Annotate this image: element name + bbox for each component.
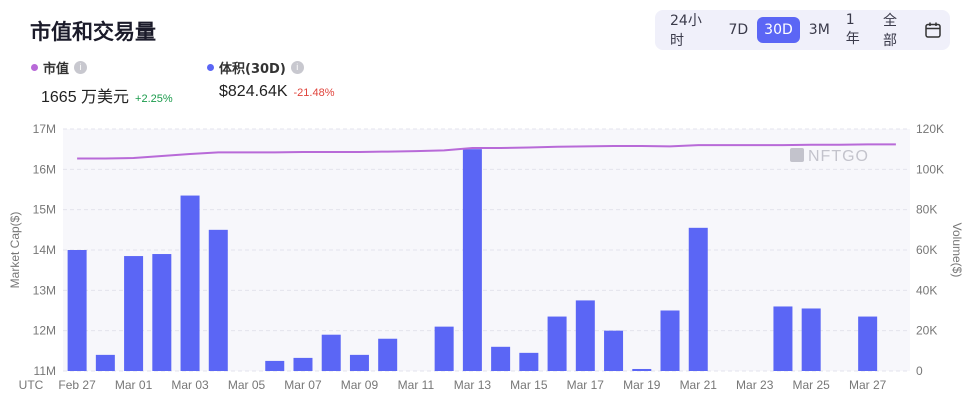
market-cap-value: 1665 万美元: [41, 89, 130, 106]
volume-bar[interactable]: [434, 326, 454, 371]
right-axis-tick-label: 100K: [916, 162, 944, 176]
volume-bar[interactable]: [378, 338, 398, 371]
volume-bar[interactable]: [67, 250, 87, 371]
info-icon[interactable]: i: [290, 61, 304, 74]
x-axis-tick-label: Mar 01: [115, 378, 153, 392]
volume-bar[interactable]: [604, 330, 624, 371]
x-axis-tick-label: Feb 27: [58, 378, 96, 392]
volume-dot-icon: [207, 64, 214, 71]
right-axis-tick-label: 0: [916, 364, 923, 378]
x-axis-tick-label: Mar 15: [510, 378, 548, 392]
nftgo-logo-icon: [790, 148, 804, 162]
volume-legend-label: 体积(30D): [219, 62, 286, 77]
volume-bar[interactable]: [801, 308, 821, 371]
right-axis-label: Volume($): [950, 223, 964, 278]
time-range-selector: 24小时 7D 30D 3M 1年 全部: [655, 10, 950, 50]
volume-bar[interactable]: [293, 357, 313, 371]
legend-market-cap[interactable]: 市值 i 1665 万美元 +2.25%: [31, 58, 173, 107]
market-cap-change: +2.25%: [135, 93, 173, 105]
volume-bar[interactable]: [519, 352, 539, 371]
right-axis-tick-label: 40K: [916, 283, 937, 297]
volume-value: $824.64K: [219, 83, 288, 100]
left-axis-tick-label: 13M: [33, 283, 56, 297]
x-axis-tick-label: Mar 27: [849, 378, 887, 392]
volume-bar[interactable]: [632, 368, 652, 371]
range-24h-button[interactable]: 24小时: [670, 13, 702, 49]
volume-bar[interactable]: [858, 316, 878, 371]
left-axis-tick-label: 17M: [33, 122, 56, 136]
volume-bar[interactable]: [152, 254, 172, 371]
left-axis-label: Market Cap($): [8, 212, 22, 289]
volume-bar[interactable]: [95, 354, 115, 371]
volume-bar[interactable]: [180, 195, 200, 371]
volume-change: -21.48%: [293, 87, 335, 99]
volume-bar[interactable]: [265, 360, 285, 371]
right-axis-tick-label: 80K: [916, 203, 937, 217]
volume-bar[interactable]: [660, 310, 680, 372]
left-axis-tick-label: 11M: [34, 364, 56, 378]
range-3m-button[interactable]: 3M: [808, 22, 830, 38]
calendar-icon[interactable]: [924, 21, 942, 39]
volume-bar[interactable]: [462, 149, 482, 371]
range-all-button[interactable]: 全部: [883, 13, 898, 49]
chart-title: 市值和交易量: [30, 20, 156, 44]
volume-bar[interactable]: [773, 306, 793, 371]
nftgo-watermark: NFTGO: [790, 148, 869, 165]
x-axis-timezone-label: UTC: [19, 378, 44, 392]
right-axis-tick-label: 20K: [916, 324, 937, 338]
x-axis-tick-label: Mar 25: [793, 378, 831, 392]
x-axis-tick-label: Mar 07: [284, 378, 322, 392]
watermark-text: NFTGO: [808, 148, 869, 165]
right-axis-tick-label: 120K: [916, 122, 944, 136]
left-axis-tick-label: 12M: [33, 324, 56, 338]
left-axis-tick-label: 16M: [33, 162, 56, 176]
volume-bar[interactable]: [491, 346, 511, 371]
x-axis-tick-label: Mar 05: [228, 378, 266, 392]
right-axis-tick-label: 60K: [916, 243, 937, 257]
left-axis-tick-label: 14M: [33, 243, 56, 257]
x-axis-tick-label: Mar 11: [398, 378, 435, 392]
x-axis-tick-label: Mar 13: [454, 378, 492, 392]
volume-bar[interactable]: [575, 300, 595, 371]
left-axis-tick-label: 15M: [33, 203, 56, 217]
volume-bar[interactable]: [349, 354, 369, 371]
range-1y-button[interactable]: 1年: [845, 12, 860, 47]
market-cap-dot-icon: [31, 64, 38, 71]
volume-bar[interactable]: [547, 316, 567, 371]
x-axis-tick-label: Mar 03: [171, 378, 209, 392]
x-axis-tick-label: Mar 17: [567, 378, 605, 392]
x-axis-tick-label: Mar 19: [623, 378, 661, 392]
volume-bar[interactable]: [688, 227, 708, 371]
x-axis-tick-label: Mar 09: [341, 378, 379, 392]
x-axis-tick-label: Mar 23: [736, 378, 774, 392]
info-icon[interactable]: i: [74, 61, 88, 74]
volume-bar[interactable]: [321, 334, 341, 371]
legend-volume[interactable]: 体积(30D) i $824.64K -21.48%: [207, 58, 335, 101]
volume-bar[interactable]: [124, 256, 144, 371]
market-cap-legend-label: 市值: [43, 62, 70, 77]
x-axis-tick-label: Mar 21: [680, 378, 718, 392]
volume-bar[interactable]: [208, 229, 228, 371]
market-cap-line[interactable]: [77, 143, 896, 160]
range-7d-button[interactable]: 7D: [728, 22, 749, 38]
range-30d-button[interactable]: 30D: [757, 17, 800, 43]
